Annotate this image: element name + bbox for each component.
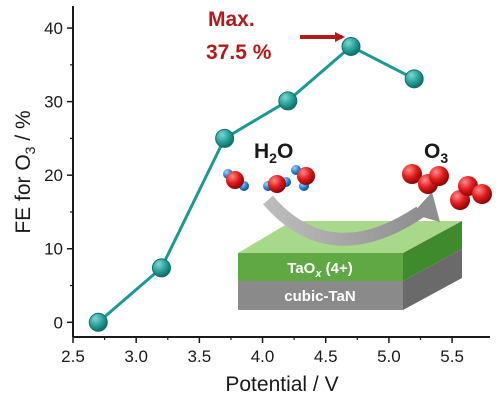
x-tick-label: 5.0 (377, 347, 401, 366)
y-tick-label: 40 (44, 19, 63, 38)
y-axis-label-sub: 3 (22, 146, 38, 154)
y-axis-label-unit: / % (12, 110, 35, 146)
top-layer-label: TaOx (4+) (287, 260, 352, 280)
max-annotation-line1: Max. (208, 8, 255, 31)
ozone-label: O3 (424, 140, 448, 166)
max-annotation-line2: 37.5 % (206, 41, 272, 64)
data-point (404, 69, 424, 89)
data-point (215, 128, 235, 148)
y-axis-label-main: FE for O (12, 154, 35, 233)
data-point (88, 312, 108, 332)
ozone-label-main: O (424, 140, 440, 163)
y-tick-label: 0 (54, 313, 63, 332)
water-label: H2O (254, 140, 293, 166)
x-tick-label: 4.5 (314, 347, 338, 366)
x-tick-label: 5.5 (440, 347, 464, 366)
y-axis-label: FE for O3 / % (12, 110, 38, 233)
data-point (151, 258, 171, 278)
water-label-sub: 2 (269, 150, 277, 166)
water-molecule-1 (223, 169, 249, 191)
x-tick-label: 3.0 (124, 347, 148, 366)
slab-green-front (238, 253, 403, 281)
x-tick-label: 2.5 (61, 347, 85, 366)
y-ticks: 0 10 20 30 40 (44, 19, 73, 332)
water-label-end: O (277, 140, 293, 163)
ozone-label-sub: 3 (440, 150, 448, 166)
slab-green-side (403, 221, 462, 281)
top-layer-label-main: TaO (287, 260, 315, 277)
top-layer-label-suffix: (4+) (321, 260, 352, 277)
x-axis-label: Potential / V (225, 373, 338, 396)
top-layer-label-sub: x (314, 268, 322, 280)
x-tick-label: 3.5 (188, 347, 212, 366)
ozone-molecule-1 (402, 164, 449, 194)
bottom-layer-label: cubic-TaN (284, 288, 355, 305)
slab-gray-front (238, 281, 403, 310)
series-line (97, 44, 415, 324)
water-molecule-3 (291, 165, 315, 191)
data-point (278, 91, 298, 111)
y-tick-label: 20 (44, 166, 63, 185)
conversion-arrow (263, 195, 424, 246)
water-label-main: H (254, 140, 269, 163)
max-annotation: Max. 37.5 % (206, 8, 345, 64)
y-tick-label: 30 (44, 93, 63, 112)
ozone-molecule-2 (450, 176, 492, 210)
data-point (341, 36, 361, 56)
series-group (88, 36, 424, 332)
water-molecule-2 (263, 175, 291, 193)
inset-illustration: TaOx (4+) cubic-TaN H2O (223, 140, 492, 310)
conversion-arrowhead (412, 192, 440, 222)
slab-gray-side (403, 249, 462, 310)
x-tick-label: 4.0 (251, 347, 275, 366)
x-ticks: 2.5 3.0 3.5 4.0 4.5 5.0 5.5 (61, 337, 464, 366)
y-tick-label: 10 (44, 240, 63, 259)
